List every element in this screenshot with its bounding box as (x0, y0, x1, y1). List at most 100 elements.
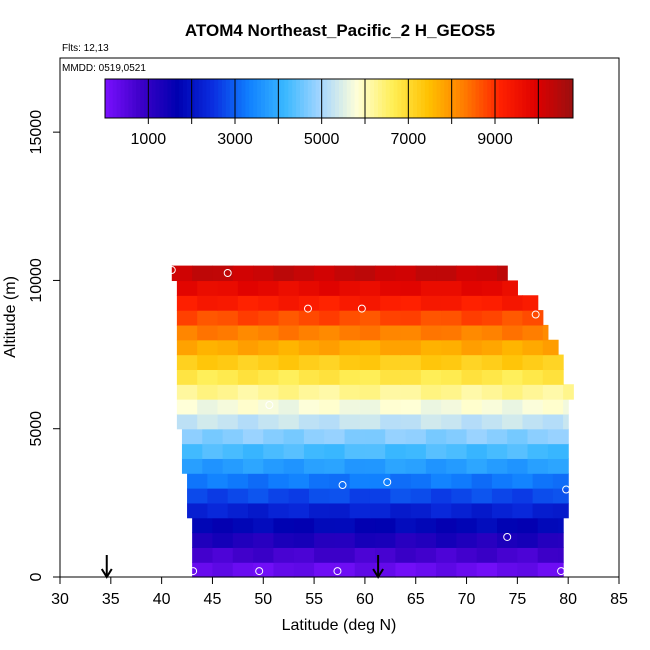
heatmap-cell (502, 369, 524, 385)
heatmap-cell (542, 413, 564, 430)
flight-point (557, 567, 566, 576)
colorbar-segment (253, 79, 258, 118)
heatmap-cell (369, 473, 391, 489)
heatmap-cell (400, 354, 422, 370)
heatmap-cell (456, 517, 478, 534)
heatmap-cell (278, 413, 300, 430)
heatmap-cell (212, 517, 234, 534)
heatmap-cell (298, 399, 320, 415)
heatmap-cell (481, 324, 503, 341)
heatmap-cell (227, 502, 249, 519)
heatmap-cell (420, 354, 442, 370)
heatmap-cell (420, 295, 442, 311)
heatmap-cell (380, 354, 402, 370)
heatmap-cell (298, 354, 320, 370)
colorbar-segment (300, 79, 305, 118)
heatmap-cell (324, 458, 346, 474)
heatmap-cell (334, 265, 356, 282)
heatmap-cell (446, 458, 468, 474)
heatmap-cell (502, 280, 518, 296)
heatmap-cell (237, 384, 259, 400)
heatmap-cell (461, 310, 483, 326)
heatmap-cell (405, 428, 427, 445)
heatmap-cell (202, 443, 224, 459)
heatmap-cell (563, 399, 569, 415)
heatmap-cell (481, 280, 503, 296)
heatmap-cell (390, 488, 412, 504)
heatmap-cell (420, 384, 442, 400)
x-tick-label: 45 (204, 591, 222, 608)
heatmap-cell (385, 458, 407, 474)
heatmap-cell (375, 517, 396, 534)
heatmap-cell (497, 547, 518, 563)
heatmap-cell (527, 443, 549, 459)
heatmap-cell (176, 324, 198, 341)
heatmap-cell (344, 443, 366, 459)
heatmap-cell (359, 354, 381, 370)
heatmap-cell (288, 488, 310, 504)
flight-point (189, 567, 198, 576)
heatmap-cell (359, 280, 381, 296)
colorbar-segment (272, 79, 278, 118)
heatmap-cell (309, 473, 330, 489)
colorbar-segment (549, 79, 554, 118)
heatmap-cell (420, 369, 442, 385)
heatmap-cell (309, 502, 330, 519)
colorbar-segment (393, 79, 398, 118)
heatmap-cell (303, 443, 325, 459)
y-axis-label: Altitude (m) (2, 276, 19, 358)
heatmap-cell (354, 547, 376, 563)
colorbar-segment (385, 79, 391, 118)
heatmap-cell (461, 399, 483, 415)
heatmap-cell (537, 532, 559, 548)
heatmap-cell (486, 428, 508, 445)
colorbar-segment (288, 79, 293, 118)
heatmap-cell (558, 532, 564, 548)
heatmap-cell (217, 413, 239, 430)
colorbar-segment (475, 79, 480, 118)
heatmap-cell (319, 295, 341, 311)
heatmap-cell (197, 310, 219, 326)
heatmap-cell (258, 324, 280, 341)
x-tick-label: 60 (356, 591, 374, 608)
heatmap-cell (278, 354, 300, 370)
heatmap-cell (283, 458, 305, 474)
heatmap-cell (176, 339, 198, 356)
colorbar-segment (537, 79, 543, 118)
heatmap-cell (364, 458, 386, 474)
heatmap-cell (481, 310, 503, 326)
heatmap-cell (354, 532, 376, 548)
heatmap-cell (522, 384, 544, 400)
heatmap-cell (380, 324, 402, 341)
colorbar-segment (108, 79, 114, 118)
heatmap-cell (471, 502, 493, 519)
heatmap-cell (375, 265, 396, 282)
heatmap-cell (217, 384, 239, 400)
heatmap-cell (486, 458, 508, 474)
heatmap-cell (451, 502, 473, 519)
colorbar-segment (202, 79, 207, 118)
heatmap-cell (441, 324, 463, 341)
colorbar-segment (506, 79, 512, 118)
heatmap-cell (197, 384, 219, 400)
heatmap-cell (232, 547, 254, 563)
heatmap-cell (212, 265, 234, 282)
y-tick-label: 5000 (28, 411, 45, 447)
heatmap-cell (258, 354, 280, 370)
heatmap-cell (273, 517, 295, 534)
heatmap-cell (339, 310, 361, 326)
heatmap-cell (319, 399, 341, 415)
heatmap-cell (497, 517, 518, 534)
heatmap-cell (253, 547, 275, 563)
heatmap-cell (517, 517, 539, 534)
colorbar-segment (249, 79, 254, 118)
heatmap-cell (542, 384, 564, 400)
flight-point (265, 400, 274, 409)
colorbar-segment (144, 79, 149, 118)
colorbar-segment (186, 79, 192, 118)
colorbar-segment (303, 79, 309, 118)
heatmap-cell (319, 384, 341, 400)
heatmap-cell (293, 532, 315, 548)
chart-title: ATOM4 Northeast_Pacific_2 H_GEOS5 (185, 21, 495, 40)
heatmap-cell (400, 280, 422, 296)
